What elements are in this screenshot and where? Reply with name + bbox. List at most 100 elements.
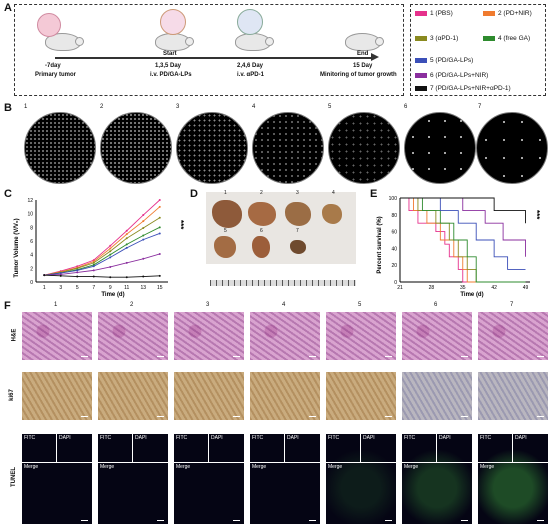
scale-bar bbox=[309, 519, 316, 521]
survival-step-line bbox=[400, 197, 526, 257]
dapi-label: DAPI bbox=[515, 435, 527, 441]
data-point bbox=[158, 226, 161, 229]
data-point bbox=[142, 257, 145, 260]
x-tick-label: 5 bbox=[76, 285, 79, 291]
x-tick-label: 13 bbox=[140, 285, 146, 291]
legend-item: 7 (PD/GA-LPs+NIR+αPD-1) bbox=[415, 85, 511, 92]
ylabel-c: Tumor Volume (V/V₀) bbox=[14, 218, 20, 277]
data-point bbox=[109, 247, 112, 250]
ruler bbox=[210, 280, 356, 286]
fitc-subpanel bbox=[250, 434, 285, 463]
scale-bar bbox=[385, 415, 392, 417]
tunel-stain-image: FITC DAPI Merge bbox=[98, 434, 168, 524]
tumor-number: 3 bbox=[296, 190, 299, 196]
tumor-photo bbox=[285, 202, 311, 226]
legend-item: 5 (PD/GA-LPs) bbox=[415, 57, 473, 64]
tunel-stain-image: FITC DAPI Merge bbox=[402, 434, 472, 524]
data-point bbox=[142, 214, 145, 217]
tumor-number: 2 bbox=[260, 190, 263, 196]
data-point bbox=[76, 271, 79, 274]
dapi-label: DAPI bbox=[211, 435, 223, 441]
data-point bbox=[76, 269, 79, 272]
scale-bar bbox=[385, 519, 392, 521]
dapi-label: DAPI bbox=[363, 435, 375, 441]
legend-box: 1 (PBS) 2 (PD+NIR) 3 (αPD-1) 4 (free GA)… bbox=[410, 4, 546, 96]
dapi-subpanel bbox=[133, 434, 168, 463]
scale-bar bbox=[157, 355, 164, 357]
ylabel-e: Percent survival (%) bbox=[377, 216, 383, 273]
legend-swatch bbox=[483, 11, 495, 16]
mouse-icon bbox=[45, 33, 84, 51]
he-stain-image bbox=[98, 312, 168, 360]
legend-label: 5 (PD/GA-LPs) bbox=[430, 57, 474, 64]
fitc-label: FITC bbox=[100, 435, 112, 441]
column-number: 3 bbox=[206, 302, 210, 308]
legend-swatch bbox=[483, 36, 495, 41]
x-tick-label: 3 bbox=[59, 285, 62, 291]
x-tick-label: 9 bbox=[109, 285, 112, 291]
data-point bbox=[92, 261, 95, 264]
column-number: 1 bbox=[54, 302, 58, 308]
data-point bbox=[125, 276, 128, 279]
merge-label: Merge bbox=[100, 464, 115, 470]
row-label: H&E bbox=[11, 328, 18, 342]
merge-label: Merge bbox=[176, 464, 191, 470]
time-desc: Minitoring of tumor growth bbox=[320, 72, 397, 78]
tunel-stain-image: FITC DAPI Merge bbox=[478, 434, 548, 524]
x-tick-label: 11 bbox=[124, 285, 129, 291]
series-line bbox=[44, 253, 160, 276]
data-point bbox=[76, 265, 79, 268]
column-number: 7 bbox=[510, 302, 514, 308]
legend-label: 1 (PBS) bbox=[430, 10, 453, 17]
data-point bbox=[158, 232, 161, 235]
time-desc: Primary tumor bbox=[35, 72, 77, 78]
x-tick-label: 1 bbox=[43, 285, 46, 291]
he-stain-image bbox=[326, 312, 396, 360]
data-point bbox=[142, 220, 145, 223]
time-label: 15 Day bbox=[353, 63, 373, 69]
timeline-box: -7day Primary tumor Start 1,3,5 Day i.v.… bbox=[14, 4, 404, 96]
legend-label: 6 (PD/GA-LPs+NIR) bbox=[430, 72, 489, 79]
scale-bar bbox=[309, 415, 316, 417]
merge-label: Merge bbox=[252, 464, 267, 470]
y-tick-label: 0 bbox=[30, 280, 33, 286]
mouse-icon bbox=[345, 33, 384, 51]
survival-step-line bbox=[400, 197, 526, 283]
fitc-label: FITC bbox=[252, 435, 264, 441]
data-point bbox=[158, 205, 161, 208]
data-point bbox=[76, 267, 79, 270]
dapi-label: DAPI bbox=[287, 435, 299, 441]
legend-label: 4 (free GA) bbox=[498, 35, 531, 42]
survival-step-line bbox=[400, 197, 526, 270]
tumor-number: 6 bbox=[260, 228, 263, 234]
ki67-stain-image bbox=[98, 372, 168, 420]
data-point bbox=[125, 229, 128, 232]
legend-swatch bbox=[415, 73, 427, 78]
significance-c: *** bbox=[176, 220, 185, 230]
legend-swatch bbox=[415, 86, 427, 91]
tumor-photos: 1 2 3 4 5 6 7 bbox=[200, 190, 360, 294]
scale-bar bbox=[309, 355, 316, 357]
fitc-label: FITC bbox=[328, 435, 340, 441]
data-point bbox=[109, 250, 112, 253]
survival-step-line bbox=[400, 197, 526, 283]
histology-grid: H&E ki67 TUNEL 1 FITC DAPI Merge 2 FITC DAPI Me… bbox=[0, 302, 550, 530]
scale-bar bbox=[233, 415, 240, 417]
fitc-label: FITC bbox=[176, 435, 188, 441]
merge-label: Merge bbox=[404, 464, 419, 470]
column-number: 5 bbox=[358, 302, 362, 308]
scale-bar bbox=[157, 519, 164, 521]
y-tick-label: 12 bbox=[27, 198, 33, 204]
merge-label: Merge bbox=[24, 464, 39, 470]
data-point bbox=[92, 269, 95, 272]
dapi-subpanel bbox=[209, 434, 244, 463]
scale-bar bbox=[385, 355, 392, 357]
x-tick-label: 49 bbox=[523, 285, 529, 291]
data-point bbox=[142, 227, 145, 230]
he-stain-image bbox=[22, 312, 92, 360]
data-point bbox=[158, 216, 161, 219]
x-tick-label: 21 bbox=[397, 285, 403, 291]
data-point bbox=[125, 243, 128, 246]
he-stain-image bbox=[174, 312, 244, 360]
significance-e: *** bbox=[532, 210, 541, 220]
